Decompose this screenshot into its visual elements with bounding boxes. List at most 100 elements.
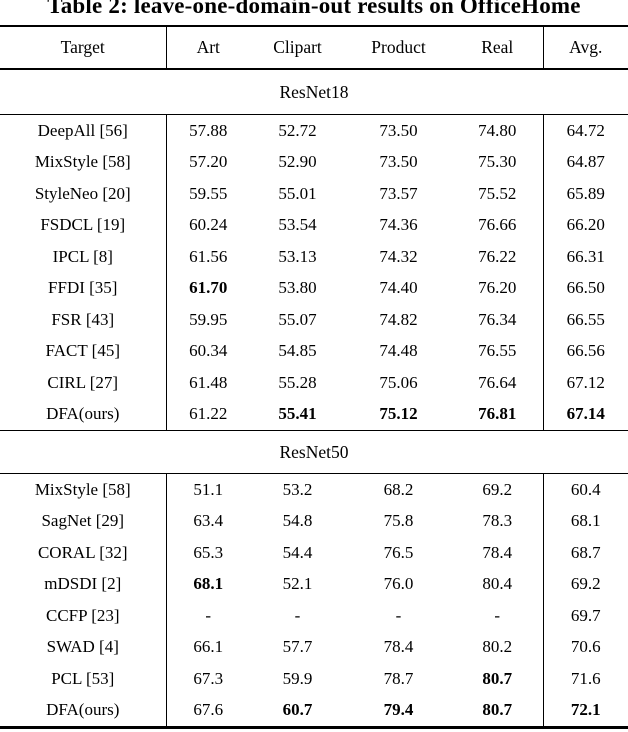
table-caption: Table 2: leave-one-domain-out results on… bbox=[47, 0, 581, 18]
column-header-target: Target bbox=[0, 26, 167, 70]
value-cell: 68.7 bbox=[570, 542, 601, 562]
table-caption-container: Table 2: leave-one-domain-out results on… bbox=[0, 0, 628, 25]
section-header-resnet18: ResNet18 bbox=[0, 69, 628, 115]
table-row: CCFP [23] - - - - 69.7 bbox=[0, 600, 628, 632]
value-cell: 54.4 bbox=[282, 542, 313, 562]
value-cell: 54.8 bbox=[282, 511, 313, 531]
value-cell: 67.12 bbox=[566, 372, 605, 392]
value-cell: 65.89 bbox=[566, 183, 605, 203]
value-cell: 76.66 bbox=[452, 209, 544, 241]
value-cell: - bbox=[395, 605, 402, 625]
table-row: SWAD [4] 66.1 57.7 78.4 80.2 70.6 bbox=[0, 631, 628, 663]
value-cell: 66.31 bbox=[566, 246, 605, 266]
value-cell: - bbox=[452, 600, 544, 632]
value-cell: 74.48 bbox=[379, 341, 418, 361]
value-cell: 70.6 bbox=[570, 637, 601, 657]
value-cell: 68.1 bbox=[193, 574, 224, 594]
method-cell: StyleNeo [20] bbox=[0, 178, 167, 210]
value-cell: 74.80 bbox=[452, 114, 544, 147]
value-cell: 74.32 bbox=[379, 246, 418, 266]
value-cell: 60.34 bbox=[189, 341, 228, 361]
table-row: FACT [45] 60.34 54.85 74.48 76.55 66.56 bbox=[0, 335, 628, 367]
method-cell: DFA(ours) bbox=[0, 398, 167, 431]
table-row: mDSDI [2] 68.1 52.1 76.0 80.4 69.2 bbox=[0, 568, 628, 600]
method-cell: DFA(ours) bbox=[0, 694, 167, 728]
table-row: FFDI [35] 61.70 53.80 74.40 76.20 66.50 bbox=[0, 272, 628, 304]
value-cell: 59.9 bbox=[282, 668, 313, 688]
value-cell: 75.52 bbox=[452, 178, 544, 210]
value-cell: 55.07 bbox=[278, 309, 317, 329]
value-cell: 69.2 bbox=[452, 473, 544, 506]
table-row: FSDCL [19] 60.24 53.54 74.36 76.66 66.20 bbox=[0, 209, 628, 241]
value-cell: 76.0 bbox=[383, 574, 414, 594]
value-cell: 78.4 bbox=[383, 637, 414, 657]
table-row: DFA(ours) 67.6 60.7 79.4 80.7 72.1 bbox=[0, 694, 628, 728]
value-cell: - bbox=[294, 605, 301, 625]
section-title: ResNet18 bbox=[0, 69, 628, 115]
header-row: Target Art Clipart Product Real Avg. bbox=[0, 26, 628, 70]
value-cell: 75.8 bbox=[383, 511, 414, 531]
value-cell: 76.22 bbox=[452, 241, 544, 273]
method-cell: mDSDI [2] bbox=[0, 568, 167, 600]
method-cell: DeepAll [56] bbox=[0, 114, 167, 147]
value-cell: 67.6 bbox=[193, 700, 224, 720]
value-cell: 78.3 bbox=[452, 505, 544, 537]
value-cell: 65.3 bbox=[193, 542, 224, 562]
value-cell: 80.4 bbox=[452, 568, 544, 600]
value-cell: 71.6 bbox=[570, 668, 601, 688]
value-cell: 59.55 bbox=[189, 183, 228, 203]
value-cell: 76.55 bbox=[452, 335, 544, 367]
value-cell: 64.87 bbox=[566, 152, 605, 172]
value-cell: 52.72 bbox=[278, 120, 317, 140]
value-cell: 67.14 bbox=[543, 398, 628, 431]
value-cell: 57.7 bbox=[282, 637, 313, 657]
value-cell: 55.28 bbox=[278, 372, 317, 392]
value-cell: 52.90 bbox=[278, 152, 317, 172]
method-cell: SWAD [4] bbox=[0, 631, 167, 663]
section-header-resnet50: ResNet50 bbox=[0, 430, 628, 474]
value-cell: 66.50 bbox=[566, 278, 605, 298]
value-cell: 66.55 bbox=[566, 309, 605, 329]
value-cell: 76.64 bbox=[452, 367, 544, 399]
value-cell: 53.13 bbox=[278, 246, 317, 266]
value-cell: 72.1 bbox=[570, 700, 601, 720]
value-cell: 53.80 bbox=[278, 278, 317, 298]
value-cell: 54.85 bbox=[278, 341, 317, 361]
value-cell: 75.30 bbox=[452, 146, 544, 178]
method-cell: CCFP [23] bbox=[0, 600, 167, 632]
value-cell: 55.41 bbox=[250, 398, 345, 431]
method-cell: FFDI [35] bbox=[0, 272, 167, 304]
value-cell: 61.56 bbox=[189, 246, 228, 266]
value-cell: 75.12 bbox=[345, 398, 452, 431]
value-cell: 60.7 bbox=[282, 700, 313, 720]
section-title: ResNet50 bbox=[0, 430, 628, 474]
table-row: IPCL [8] 61.56 53.13 74.32 76.22 66.31 bbox=[0, 241, 628, 273]
value-cell: 55.01 bbox=[278, 183, 317, 203]
method-cell: MixStyle [58] bbox=[0, 473, 167, 506]
value-cell: 69.7 bbox=[570, 605, 601, 625]
value-cell: 52.1 bbox=[282, 574, 313, 594]
value-cell: 76.81 bbox=[452, 398, 544, 431]
method-cell: CORAL [32] bbox=[0, 537, 167, 569]
method-cell: FACT [45] bbox=[0, 335, 167, 367]
value-cell: 74.82 bbox=[379, 309, 418, 329]
table-row: SagNet [29] 63.4 54.8 75.8 78.3 68.1 bbox=[0, 505, 628, 537]
table-row: DeepAll [56] 57.88 52.72 73.50 74.80 64.… bbox=[0, 114, 628, 147]
table-row: DFA(ours) 61.22 55.41 75.12 76.81 67.14 bbox=[0, 398, 628, 431]
value-cell: 80.7 bbox=[452, 663, 544, 695]
column-header-real: Real bbox=[452, 26, 544, 70]
value-cell: 57.88 bbox=[189, 120, 228, 140]
table-row: FSR [43] 59.95 55.07 74.82 76.34 66.55 bbox=[0, 304, 628, 336]
value-cell: 53.54 bbox=[278, 215, 317, 235]
column-header-product: Product bbox=[345, 26, 452, 70]
value-cell: 60.4 bbox=[570, 479, 601, 499]
value-cell: 63.4 bbox=[193, 511, 224, 531]
method-cell: IPCL [8] bbox=[0, 241, 167, 273]
value-cell: 79.4 bbox=[383, 700, 414, 720]
column-header-clipart: Clipart bbox=[250, 26, 345, 70]
method-cell: SagNet [29] bbox=[0, 505, 167, 537]
value-cell: 66.1 bbox=[193, 637, 224, 657]
method-cell: FSR [43] bbox=[0, 304, 167, 336]
value-cell: 73.50 bbox=[379, 152, 418, 172]
value-cell: 80.2 bbox=[452, 631, 544, 663]
